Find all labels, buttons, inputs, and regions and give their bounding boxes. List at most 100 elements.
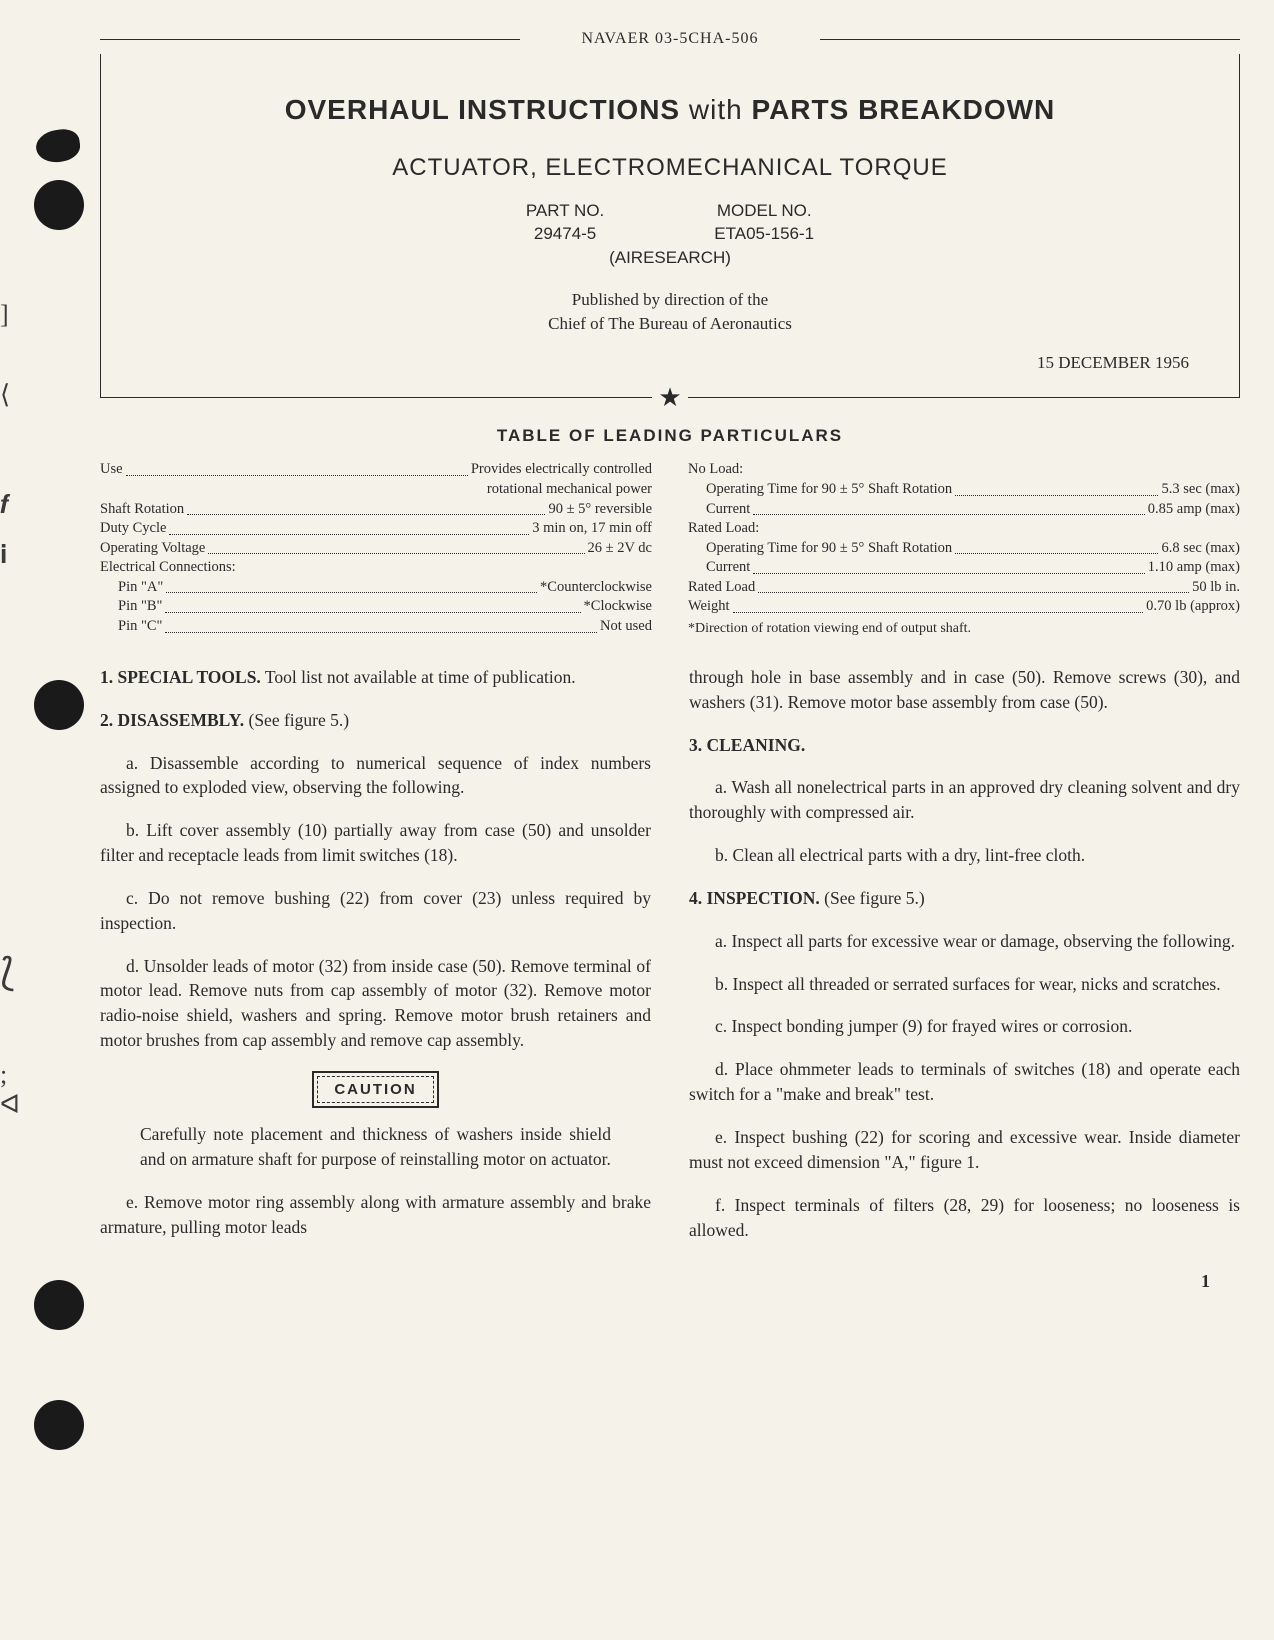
leader-dots (758, 578, 1189, 594)
punch-hole (34, 680, 84, 730)
leader-dots (733, 597, 1144, 613)
body-columns: 1. SPECIAL TOOLS. Tool list not availabl… (100, 665, 1240, 1243)
particulars-row: No Load: (688, 460, 1240, 480)
published-line-1: Published by direction of the (141, 288, 1199, 312)
leader-dots (955, 539, 1158, 555)
para-3a: a. Wash all nonelectrical parts in an ap… (689, 775, 1240, 825)
particulars-row: Use Provides electrically controlled (100, 460, 652, 480)
particulars-label: Pin "B" (118, 597, 162, 617)
particulars-sub-value: rotational mechanical power (487, 480, 652, 500)
section-1-head: 1. SPECIAL TOOLS. (100, 667, 261, 687)
para-2d: d. Unsolder leads of motor (32) from ins… (100, 954, 651, 1053)
particulars-label: Shaft Rotation (100, 500, 184, 520)
particulars-row: Current0.85 amp (max) (688, 500, 1240, 520)
title-main-with: with (689, 94, 743, 125)
particulars-label: Pin "C" (118, 617, 162, 637)
part-model-row: PART NO. 29474-5 MODEL NO. ETA05-156-1 (141, 200, 1199, 246)
title-main-b: PARTS BREAKDOWN (751, 94, 1055, 125)
scan-edge-mark: ⟅ (0, 950, 34, 995)
particulars-sub-row: rotational mechanical power (100, 480, 652, 500)
particulars-value: Provides electrically controlled (471, 460, 652, 480)
particulars-value: 1.10 amp (max) (1148, 558, 1240, 578)
particulars-row: Duty Cycle3 min on, 17 min off (100, 519, 652, 539)
leader-dots (187, 500, 545, 516)
punch-hole (34, 180, 84, 230)
punch-hole (34, 1280, 84, 1330)
particulars-row: Pin "A" *Counterclockwise (100, 578, 652, 598)
particulars-row: Operating Time for 90 ± 5° Shaft Rotatio… (688, 539, 1240, 559)
particulars-label: Electrical Connections: (100, 558, 236, 578)
particulars-value: 0.85 amp (max) (1148, 500, 1240, 520)
para-4c: c. Inspect bonding jumper (9) for frayed… (689, 1014, 1240, 1039)
para-2b: b. Lift cover assembly (10) partially aw… (100, 818, 651, 868)
particulars-footnote: *Direction of rotation viewing end of ou… (688, 620, 1240, 639)
para-4d: d. Place ohmmeter leads to terminals of … (689, 1057, 1240, 1107)
leader-dots (165, 617, 597, 633)
leader-dots (753, 500, 1144, 516)
section-3-head: 3. CLEANING. (689, 735, 805, 755)
particulars-row: Operating Voltage 26 ± 2V dc (100, 539, 652, 559)
publication-date: 15 DECEMBER 1956 (141, 353, 1199, 373)
leader-dots (165, 597, 580, 613)
leader-dots (169, 519, 529, 535)
published-by: Published by direction of the Chief of T… (141, 288, 1199, 336)
title-main-a: OVERHAUL INSTRUCTIONS (285, 94, 680, 125)
scan-edge-mark: ] (0, 300, 34, 330)
particulars-row: Operating Time for 90 ± 5° Shaft Rotatio… (688, 480, 1240, 500)
particulars-value: Not used (600, 617, 652, 637)
leader-dots (166, 578, 537, 594)
particulars-label: Operating Voltage (100, 539, 205, 559)
model-label: MODEL NO. (714, 200, 814, 223)
particulars-right-col: No Load:Operating Time for 90 ± 5° Shaft… (688, 460, 1240, 638)
scan-edge-mark: ; (0, 1060, 34, 1090)
particulars-row: Pin "C" Not used (100, 617, 652, 637)
particulars-label: Current (706, 558, 750, 578)
particulars-value: 0.70 lb (approx) (1146, 597, 1240, 617)
section-2-head: 2. DISASSEMBLY. (100, 710, 244, 730)
para-4e: e. Inspect bushing (22) for scoring and … (689, 1125, 1240, 1175)
section-4-head: 4. INSPECTION. (689, 888, 820, 908)
particulars-row: Rated Load 50 lb in. (688, 578, 1240, 598)
model-value: ETA05-156-1 (714, 223, 814, 246)
para-3b: b. Clean all electrical parts with a dry… (689, 843, 1240, 868)
particulars-value: 26 ± 2V dc (588, 539, 652, 559)
particulars-label: No Load: (688, 460, 743, 480)
scan-edge-mark: 𝒇 (0, 490, 34, 521)
para-4a: a. Inspect all parts for excessive wear … (689, 929, 1240, 954)
part-value: 29474-5 (526, 223, 604, 246)
scan-edge-mark: ᐊ (0, 1090, 34, 1120)
particulars-value: *Counterclockwise (540, 578, 652, 598)
body-left-col: 1. SPECIAL TOOLS. Tool list not availabl… (100, 665, 651, 1243)
caution-text: Carefully note placement and thickness o… (140, 1122, 611, 1172)
leader-dots (955, 480, 1158, 496)
page-number: 1 (1201, 1271, 1210, 1292)
leader-dots (126, 460, 468, 476)
particulars-label: Use (100, 460, 123, 480)
particulars-row: Current 1.10 amp (max) (688, 558, 1240, 578)
doc-number: NAVAER 03-5CHA-506 (100, 30, 1240, 48)
particulars-row: Pin "B"*Clockwise (100, 597, 652, 617)
leader-dots (753, 558, 1144, 574)
title-main: OVERHAUL INSTRUCTIONS with PARTS BREAKDO… (141, 94, 1199, 126)
particulars-value: 90 ± 5° reversible (548, 500, 652, 520)
star-divider: ★ (101, 379, 1239, 409)
part-label: PART NO. (526, 200, 604, 223)
published-line-2: Chief of The Bureau of Aeronautics (141, 312, 1199, 336)
scan-edge-mark: ⟨ (0, 380, 34, 410)
particulars-value: 6.8 sec (max) (1161, 539, 1240, 559)
para-4f: f. Inspect terminals of filters (28, 29)… (689, 1193, 1240, 1243)
caution-label: CAUTION (312, 1071, 438, 1108)
particulars-row: Weight0.70 lb (approx) (688, 597, 1240, 617)
particulars-title: TABLE OF LEADING PARTICULARS (100, 426, 1240, 446)
scan-edge-mark: 𝐢 (0, 540, 34, 571)
para-2e-cont: through hole in base assembly and in cas… (689, 665, 1240, 715)
para-2c: c. Do not remove bushing (22) from cover… (100, 886, 651, 936)
particulars-value: 50 lb in. (1192, 578, 1240, 598)
title-box: OVERHAUL INSTRUCTIONS with PARTS BREAKDO… (100, 54, 1240, 398)
particulars-label: Pin "A" (118, 578, 163, 598)
section-2-ref: (See figure 5.) (244, 710, 349, 730)
para-4b: b. Inspect all threaded or serrated surf… (689, 972, 1240, 997)
particulars-row: Shaft Rotation 90 ± 5° reversible (100, 500, 652, 520)
para-2e: e. Remove motor ring assembly along with… (100, 1190, 651, 1240)
particulars-label: Rated Load (688, 578, 755, 598)
